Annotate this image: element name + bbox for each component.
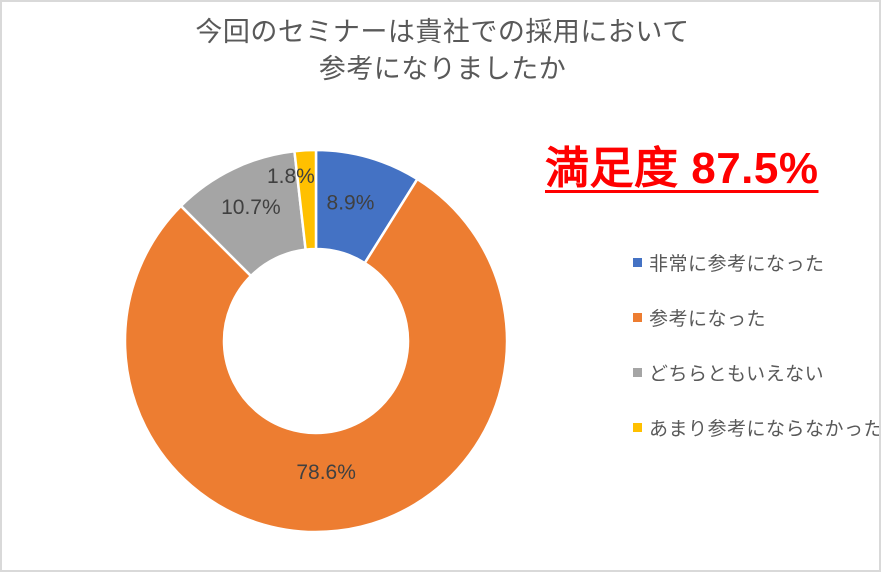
donut-slice-label-3: 1.8%: [267, 165, 315, 188]
donut-slice-label-2: 10.7%: [221, 196, 281, 219]
chart-legend: 非常に参考になった 参考になったどちらともいえないあまり参考にならなかった: [633, 252, 881, 472]
legend-swatch-icon: [633, 313, 642, 322]
legend-item-0: 非常に参考になった: [633, 252, 879, 275]
legend-item-1: 参考になった: [633, 307, 879, 330]
chart-title-line1: 今回のセミナーは貴社での採用において: [195, 17, 690, 47]
legend-label: 非常に参考になった: [649, 254, 825, 275]
legend-label: 参考になった: [649, 309, 767, 330]
legend-swatch-icon: [633, 258, 642, 267]
legend-swatch-icon: [633, 423, 642, 432]
legend-swatch-icon: [633, 368, 642, 377]
legend-item-3: あまり参考にならなかった: [633, 417, 881, 440]
donut-slice-label-0: 8.9%: [327, 192, 375, 215]
legend-item-2: どちらともいえない: [633, 362, 879, 385]
satisfaction-headline: 満足度 87.5%: [545, 144, 819, 193]
legend-label: どちらともいえない: [649, 364, 825, 385]
chart-title: 今回のセミナーは貴社での採用において 参考になりましたか: [2, 14, 879, 88]
chart-title-line2: 参考になりましたか: [318, 54, 567, 84]
donut-slice-label-1: 78.6%: [296, 461, 356, 484]
donut-slice-1: [123, 177, 509, 534]
donut-slice-3: [293, 148, 318, 251]
legend-label: あまり参考にならなかった: [649, 419, 881, 440]
